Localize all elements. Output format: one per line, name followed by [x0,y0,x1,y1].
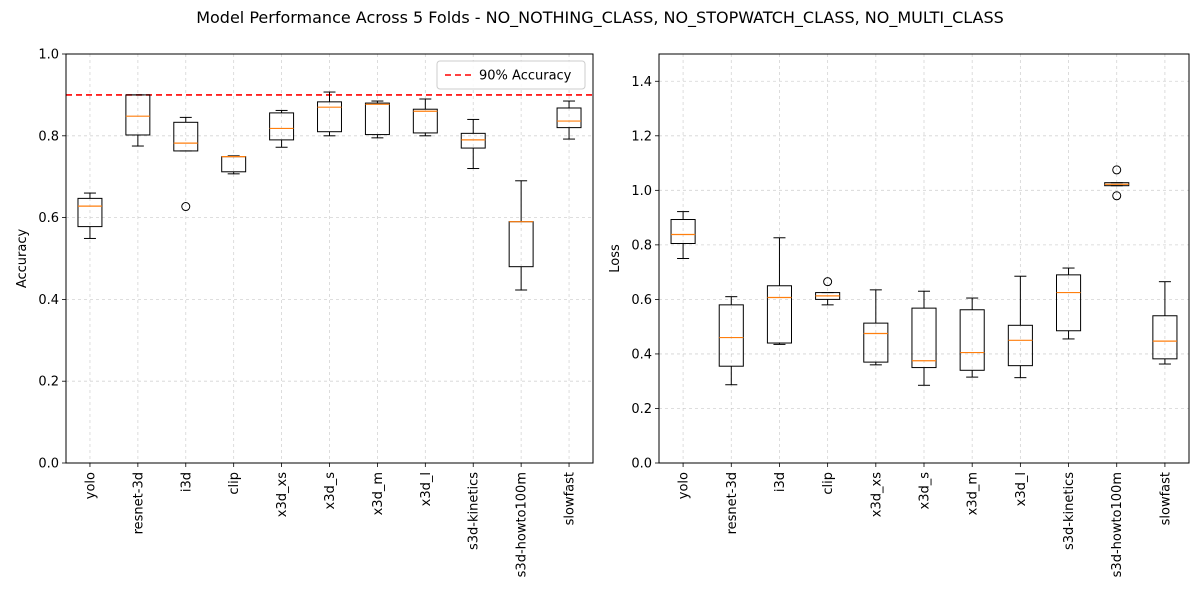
y-axis-label: Accuracy [15,229,30,289]
box-yolo [670,211,696,259]
box-s3d-kinetics [460,118,486,170]
x-tick-label: x3d_s [323,472,338,510]
box-x3d_s [317,91,342,137]
iqr-box [1056,274,1082,332]
box-clip [221,155,247,175]
y-tick-label: 1.2 [631,129,652,144]
x-tick-label: x3d_l [419,472,434,506]
box-x3d_l [1007,275,1033,379]
iqr-box [317,101,342,133]
legend-label: 90% Accuracy [479,69,572,84]
box-x3d_xs [269,109,295,148]
iqr-box [670,219,696,245]
x-tick-label: resnet-3d [131,472,146,534]
iqr-box [269,112,295,141]
iqr-box [959,309,985,371]
iqr-box [766,285,792,344]
y-tick-label: 0.6 [631,293,652,308]
iqr-box [911,307,937,369]
x-tick-label: s3d-howto100m [515,472,530,577]
iqr-box [364,102,390,136]
box-s3d-howto100m [1104,165,1130,201]
x-tick-label: x3d_xs [275,472,290,517]
y-tick-label: 0.4 [631,347,652,362]
outlier-point [181,202,191,212]
iqr-box [173,121,199,152]
x-tick-label: s3d-howto100m [1110,472,1125,577]
iqr-box [125,94,151,136]
y-tick-label: 0.2 [38,375,59,390]
y-tick-label: 0.2 [631,402,652,417]
loss-boxplot: 0.0 0.2 0.4 0.6 0.8 1.0 1.2 1.4 yolo resnet-3d i3d… [608,53,1190,577]
x-tick-label: yolo [83,472,98,499]
box-yolo [77,192,103,239]
iqr-box [863,322,889,363]
box-x3d_m [364,100,390,139]
accuracy-boxplot: 0.0 0.2 0.4 0.6 0.8 1.0 yolo resnet-3d i3d clip x3… [15,48,594,577]
x-tick-label: resnet-3d [725,472,740,534]
outlier-point [823,277,833,287]
iqr-box [1007,324,1033,367]
x-tick-label: s3d-kinetics [467,472,482,550]
x-tick-label: slowfast [563,472,578,525]
iqr-box [460,132,486,149]
axes-frame [65,53,594,464]
x-tick-label: i3d [179,472,194,492]
outlier-point [1112,191,1122,201]
figure-title: Model Performance Across 5 Folds - NO_NO… [196,8,1004,27]
iqr-box [77,197,103,228]
box-s3d-kinetics [1056,267,1082,340]
iqr-box [556,107,582,129]
x-tick-label: x3d_xs [869,472,884,517]
y-tick-label: 0.0 [631,457,652,472]
x-tick-label: x3d_s [918,472,933,510]
x-tick-label: clip [227,472,242,495]
box-x3d_m [959,297,985,378]
box-x3d_l [412,98,438,137]
y-axis-label: Loss [608,244,623,273]
box-i3d [173,116,199,212]
y-tick-label: 0.8 [631,238,652,253]
y-tick-label: 0.4 [38,293,59,308]
iqr-box [718,304,744,367]
x-tick-label: yolo [677,472,692,499]
box-slowfast [556,100,582,140]
y-tick-label: 0.0 [38,457,59,472]
box-resnet-3d [125,94,151,147]
x-tick-label: clip [821,472,836,495]
x-tick-label: s3d-kinetics [1062,472,1077,550]
iqr-box [412,108,438,134]
box-slowfast [1152,281,1178,365]
box-resnet-3d [718,296,744,386]
x-tick-label: x3d_m [966,472,981,515]
x-tick-label: x3d_l [1014,472,1029,506]
y-tick-label: 1.4 [631,75,652,90]
x-tick-label: x3d_m [371,472,386,515]
box-clip [815,277,841,306]
y-tick-label: 1.0 [38,48,59,63]
box-x3d_xs [863,289,889,366]
y-tick-label: 0.8 [38,129,59,144]
box-i3d [766,237,792,345]
y-tick-label: 1.0 [631,184,652,199]
axes-frame [658,53,1190,464]
outlier-point [1112,165,1122,175]
iqr-box [1152,315,1178,360]
box-s3d-howto100m [508,180,534,291]
y-tick-label: 0.6 [38,211,59,226]
box-x3d_s [911,290,937,386]
x-tick-label: i3d [773,472,788,492]
legend-frame [436,60,586,90]
x-tick-label: slowfast [1158,472,1173,525]
legend: 90% Accuracy [436,60,586,90]
